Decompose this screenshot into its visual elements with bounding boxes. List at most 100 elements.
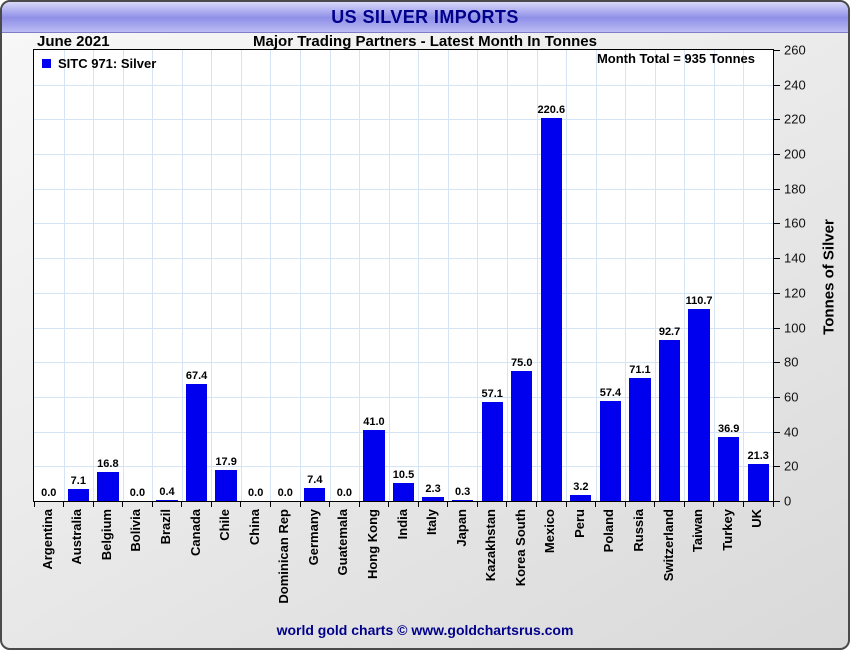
bar-value-label: 36.9 [717, 423, 740, 435]
x-category-label: Russia [630, 509, 646, 552]
bar-kazakhstan [481, 401, 503, 501]
bar-value-label: 57.1 [481, 387, 503, 400]
x-tick [654, 502, 656, 507]
bar-value-label: 7.1 [70, 474, 86, 487]
x-category-label: Italy [424, 509, 440, 536]
y-tick [774, 188, 780, 190]
gridline-vertical [122, 50, 124, 501]
bar-value-label: 3.2 [573, 481, 589, 494]
gridline-horizontal [34, 258, 773, 260]
gridline-vertical [536, 50, 538, 501]
bar-russia [629, 377, 651, 501]
y-tick [774, 119, 780, 121]
gridline-vertical [388, 50, 390, 501]
gridline-vertical [329, 50, 331, 501]
y-tick [774, 327, 780, 329]
bar-poland [599, 401, 622, 501]
bar-japan [451, 500, 474, 501]
bar-value-label: 71.1 [629, 363, 651, 376]
x-tick [417, 502, 419, 507]
x-category-label: Poland [601, 509, 617, 553]
y-tick-label: 100 [784, 320, 806, 336]
y-tick [774, 84, 780, 86]
y-axis-title: Tonnes of Silver [820, 219, 838, 335]
y-tick [774, 396, 780, 398]
bar-mexico [540, 118, 562, 501]
gridline-vertical [181, 50, 183, 501]
x-category-label: Mexico [542, 509, 558, 554]
bar-value-label: 0.0 [248, 487, 264, 499]
month-total-annotation: Month Total = 935 Tonnes [596, 51, 755, 66]
bar-italy [422, 497, 444, 501]
x-category-label: Germany [305, 509, 321, 566]
gridline-vertical [418, 50, 420, 501]
bar-value-label: 16.8 [97, 457, 119, 470]
y-tick-label: 60 [784, 389, 799, 405]
x-tick [595, 502, 597, 507]
bar-value-label: 2.3 [425, 483, 441, 496]
bar-value-label: 7.4 [307, 474, 323, 487]
x-tick [181, 502, 183, 507]
bar-value-label: 17.9 [215, 455, 237, 468]
x-tick [151, 502, 153, 507]
bar-korea-south [511, 370, 533, 501]
gridline-vertical [743, 50, 745, 501]
gridline-horizontal [34, 396, 773, 398]
bar-belgium [97, 471, 119, 501]
x-category-label: Taiwan [690, 509, 706, 553]
x-tick [713, 502, 715, 507]
bar-hong-kong [363, 429, 385, 501]
bar-value-label: 10.5 [392, 468, 415, 481]
bar-canada [185, 384, 208, 501]
y-tick [774, 431, 780, 433]
y-tick [774, 223, 780, 225]
gridline-vertical [152, 50, 154, 501]
x-tick [772, 502, 774, 507]
gridline-vertical [240, 50, 242, 501]
gridline-horizontal [34, 362, 773, 364]
y-tick [774, 50, 780, 51]
bar-turkey [718, 437, 740, 501]
x-category-label: Australia [69, 509, 85, 565]
x-tick [565, 502, 567, 507]
y-tick [774, 501, 780, 502]
x-category-label: Chile [217, 509, 233, 541]
gridline-vertical [93, 50, 95, 501]
chart-title: US SILVER IMPORTS [331, 6, 519, 27]
gridline-horizontal [34, 466, 773, 468]
x-category-label: Kazakhstan [483, 509, 499, 582]
gridline-vertical [566, 50, 568, 501]
gridline-vertical [595, 50, 597, 501]
x-tick [388, 502, 390, 507]
x-tick [476, 502, 478, 507]
bar-value-label: 0.0 [277, 487, 293, 499]
y-tick-label: 200 [784, 146, 806, 162]
x-category-label: India [394, 509, 410, 540]
gridline-horizontal [34, 292, 773, 294]
y-tick [774, 258, 780, 260]
x-category-label: Guatemala [335, 509, 351, 576]
y-tick-label: 20 [784, 458, 799, 474]
x-tick [624, 502, 626, 507]
gridline-horizontal [34, 188, 773, 190]
bar-australia [67, 488, 89, 501]
bar-value-label: 110.7 [685, 294, 713, 307]
y-tick-label: 180 [784, 181, 806, 197]
gridline-vertical [713, 50, 715, 501]
legend-swatch-icon [42, 59, 51, 68]
bar-value-label: 0.4 [159, 486, 175, 499]
x-category-label: Peru [571, 509, 587, 538]
bar-taiwan [688, 308, 710, 501]
bar-value-label: 92.7 [658, 326, 681, 339]
x-tick [536, 502, 538, 507]
x-category-label: UK [749, 509, 765, 528]
legend: SITC 971: Silver [42, 56, 156, 71]
bar-value-label: 41.0 [363, 415, 385, 428]
x-category-label: China [246, 509, 262, 546]
x-category-label: Belgium [98, 509, 114, 561]
bar-value-label: 0.0 [129, 487, 146, 499]
y-tick [774, 292, 780, 294]
x-category-label: Switzerland [660, 509, 676, 582]
